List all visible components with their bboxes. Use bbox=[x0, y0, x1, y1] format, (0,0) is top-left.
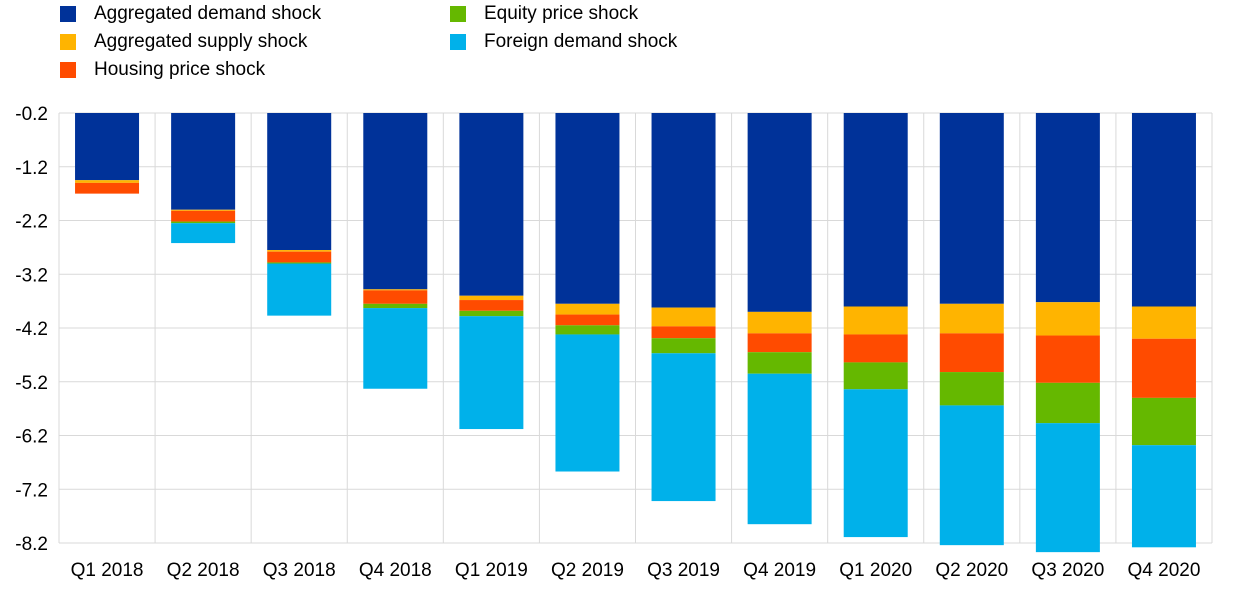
y-tick-label-6: -6.2 bbox=[15, 427, 48, 448]
bar-aggregated-supply-shock-q2-2020 bbox=[939, 303, 1004, 334]
legend: Aggregated demand shock Aggregated suppl… bbox=[0, 0, 1240, 90]
x-tick-label-1: Q2 2018 bbox=[167, 560, 240, 581]
legend-label-aggregated-supply: Aggregated supply shock bbox=[94, 31, 308, 52]
bar-equity-price-shock-q3-2020 bbox=[1035, 382, 1100, 424]
x-tick-label-7: Q4 2019 bbox=[743, 560, 816, 581]
bar-housing-price-shock-q4-2020 bbox=[1131, 338, 1196, 398]
bar-aggregated-demand-shock-q3-2019 bbox=[651, 113, 716, 308]
bar-foreign-demand-shock-q4-2018 bbox=[363, 308, 428, 389]
bar-housing-price-shock-q4-2019 bbox=[747, 333, 812, 353]
x-tick-label-3: Q4 2018 bbox=[359, 560, 432, 581]
bar-equity-price-shock-q1-2020 bbox=[843, 362, 908, 390]
legend-label-aggregated-demand: Aggregated demand shock bbox=[94, 3, 322, 24]
x-tick-label-6: Q3 2019 bbox=[647, 560, 720, 581]
bar-aggregated-demand-shock-q1-2018 bbox=[75, 113, 140, 181]
y-tick-label-3: -3.2 bbox=[15, 265, 48, 286]
legend-swatch-aggregated-demand bbox=[60, 6, 76, 22]
bar-aggregated-demand-shock-q1-2019 bbox=[459, 113, 524, 296]
x-tick-label-2: Q3 2018 bbox=[263, 560, 336, 581]
x-tick-label-5: Q2 2019 bbox=[551, 560, 624, 581]
bar-housing-price-shock-q4-2018 bbox=[363, 290, 428, 304]
y-tick-label-5: -5.2 bbox=[15, 373, 48, 394]
bar-equity-price-shock-q2-2019 bbox=[555, 325, 620, 335]
bar-equity-price-shock-q3-2019 bbox=[651, 338, 716, 354]
bar-equity-price-shock-q2-2020 bbox=[939, 372, 1004, 406]
legend-item-aggregated-supply: Aggregated supply shock bbox=[60, 28, 307, 56]
bar-foreign-demand-shock-q2-2019 bbox=[555, 334, 620, 472]
y-tick-label-8: -8.2 bbox=[15, 534, 48, 555]
x-tick-label-9: Q2 2020 bbox=[935, 560, 1008, 581]
bar-aggregated-supply-shock-q4-2020 bbox=[1131, 306, 1196, 339]
x-tick-label-11: Q4 2020 bbox=[1128, 560, 1201, 581]
bar-aggregated-supply-shock-q4-2018 bbox=[363, 289, 428, 291]
bar-aggregated-demand-shock-q2-2020 bbox=[939, 113, 1004, 304]
legend-swatch-foreign-demand bbox=[450, 34, 466, 50]
legend-item-foreign-demand: Foreign demand shock bbox=[450, 28, 677, 56]
bar-equity-price-shock-q4-2019 bbox=[747, 352, 812, 374]
legend-item-housing-price: Housing price shock bbox=[60, 56, 265, 84]
legend-label-foreign-demand: Foreign demand shock bbox=[484, 31, 678, 52]
bar-housing-price-shock-q1-2019 bbox=[459, 300, 524, 311]
legend-swatch-housing-price bbox=[60, 62, 76, 78]
bar-foreign-demand-shock-q3-2019 bbox=[651, 353, 716, 502]
bar-aggregated-supply-shock-q3-2019 bbox=[651, 307, 716, 327]
bar-housing-price-shock-q2-2018 bbox=[171, 210, 236, 222]
x-tick-label-4: Q1 2019 bbox=[455, 560, 528, 581]
bar-aggregated-supply-shock-q2-2019 bbox=[555, 303, 620, 315]
bar-aggregated-supply-shock-q3-2020 bbox=[1035, 302, 1100, 336]
bar-aggregated-supply-shock-q2-2018 bbox=[171, 209, 236, 211]
y-tick-label-0: -0.2 bbox=[15, 104, 48, 125]
legend-label-equity-price: Equity price shock bbox=[484, 3, 639, 24]
bar-housing-price-shock-q3-2019 bbox=[651, 326, 716, 339]
bar-aggregated-demand-shock-q4-2018 bbox=[363, 113, 428, 290]
bar-aggregated-demand-shock-q2-2019 bbox=[555, 113, 620, 304]
bar-aggregated-demand-shock-q3-2020 bbox=[1035, 113, 1100, 303]
bar-equity-price-shock-q3-2018 bbox=[267, 262, 332, 264]
bar-aggregated-supply-shock-q1-2019 bbox=[459, 295, 524, 301]
y-tick-label-4: -4.2 bbox=[15, 319, 48, 340]
bar-foreign-demand-shock-q1-2020 bbox=[843, 389, 908, 538]
bar-aggregated-demand-shock-q2-2018 bbox=[171, 113, 236, 210]
bar-equity-price-shock-q2-2018 bbox=[171, 221, 236, 224]
bar-aggregated-supply-shock-q1-2020 bbox=[843, 306, 908, 335]
bar-housing-price-shock-q3-2020 bbox=[1035, 335, 1100, 383]
bar-aggregated-supply-shock-q1-2018 bbox=[75, 180, 140, 183]
y-tick-label-1: -1.2 bbox=[15, 158, 48, 179]
y-tick-label-2: -2.2 bbox=[15, 212, 48, 233]
x-tick-label-0: Q1 2018 bbox=[71, 560, 144, 581]
bar-foreign-demand-shock-q3-2018 bbox=[267, 263, 332, 316]
bar-foreign-demand-shock-q3-2020 bbox=[1035, 423, 1100, 553]
bar-foreign-demand-shock-q4-2020 bbox=[1131, 445, 1196, 548]
bar-aggregated-demand-shock-q4-2020 bbox=[1131, 113, 1196, 307]
bar-foreign-demand-shock-q2-2018 bbox=[171, 223, 236, 244]
bar-housing-price-shock-q3-2018 bbox=[267, 251, 332, 263]
bar-aggregated-demand-shock-q1-2020 bbox=[843, 113, 908, 307]
bar-aggregated-supply-shock-q3-2018 bbox=[267, 250, 332, 252]
x-tick-label-10: Q3 2020 bbox=[1031, 560, 1104, 581]
bar-aggregated-supply-shock-q4-2019 bbox=[747, 311, 812, 334]
legend-swatch-equity-price bbox=[450, 6, 466, 22]
bar-equity-price-shock-q4-2020 bbox=[1131, 397, 1196, 446]
x-tick-label-8: Q1 2020 bbox=[839, 560, 912, 581]
bar-housing-price-shock-q1-2020 bbox=[843, 334, 908, 363]
y-tick-label-7: -7.2 bbox=[15, 480, 48, 501]
bar-foreign-demand-shock-q4-2019 bbox=[747, 373, 812, 525]
bar-housing-price-shock-q2-2020 bbox=[939, 333, 1004, 373]
legend-item-equity-price: Equity price shock bbox=[450, 0, 638, 28]
legend-label-housing-price: Housing price shock bbox=[94, 59, 266, 80]
bar-aggregated-demand-shock-q4-2019 bbox=[747, 113, 812, 312]
bar-foreign-demand-shock-q1-2019 bbox=[459, 316, 524, 430]
bar-housing-price-shock-q1-2018 bbox=[75, 182, 140, 194]
bar-equity-price-shock-q4-2018 bbox=[363, 303, 428, 309]
bar-equity-price-shock-q1-2019 bbox=[459, 310, 524, 317]
legend-swatch-aggregated-supply bbox=[60, 34, 76, 50]
bar-aggregated-demand-shock-q3-2018 bbox=[267, 113, 332, 251]
bar-housing-price-shock-q2-2019 bbox=[555, 314, 620, 326]
bar-foreign-demand-shock-q2-2020 bbox=[939, 405, 1004, 546]
legend-item-aggregated-demand: Aggregated demand shock bbox=[60, 0, 321, 28]
